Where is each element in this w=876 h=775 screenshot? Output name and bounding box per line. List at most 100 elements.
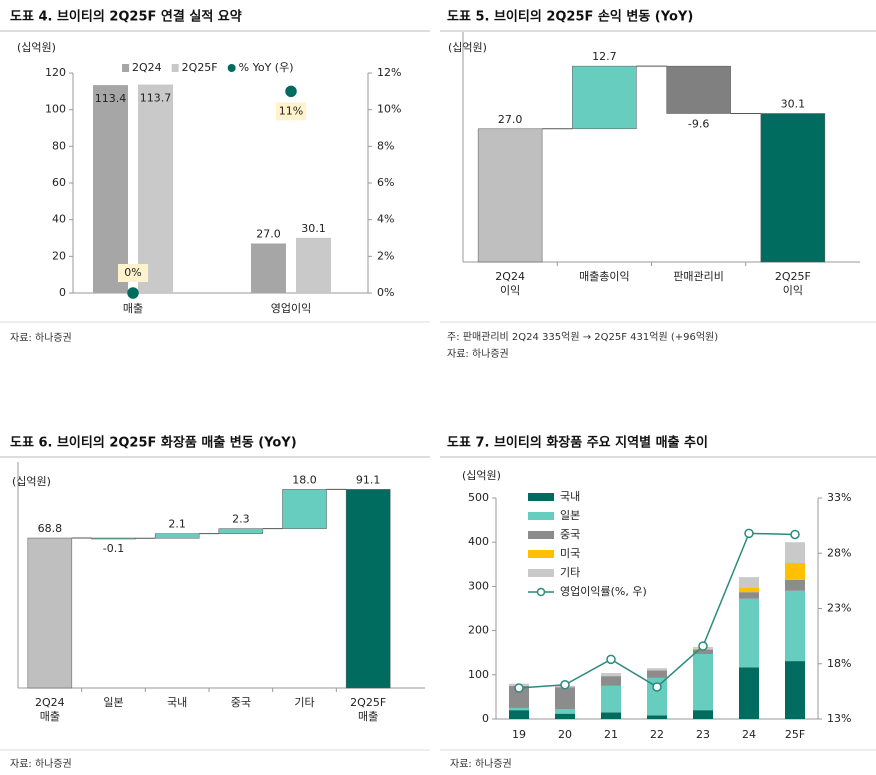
legend-marker (528, 512, 554, 520)
legend-marker (122, 64, 129, 72)
legend-label: 중국 (560, 528, 580, 541)
value-label: 27.0 (256, 228, 281, 241)
bar (509, 710, 529, 719)
x-tick-label: 중국 (231, 696, 251, 709)
value-label: -0.1 (103, 542, 124, 555)
bar (572, 65, 637, 130)
footnote: 주: 판매관리비 2Q24 335억원 → 2Q25F 431억원 (+96억원… (447, 331, 718, 343)
unit-label: (십억원) (17, 41, 56, 54)
chart-title: 도표 7. 브이티의 화장품 주요 지역별 매출 추이 (447, 435, 708, 451)
point (744, 528, 754, 539)
x-tick-label: 기타 (294, 696, 314, 709)
bar (509, 685, 529, 708)
point (790, 529, 800, 540)
bar (647, 668, 667, 671)
y2-tick-label: 23% (827, 602, 851, 615)
y2-tick-label: 18% (827, 657, 851, 670)
bar (785, 562, 805, 580)
x-tick-label: 일본 (103, 695, 123, 709)
x-tick-label: 영업이익 (271, 302, 311, 315)
bar (739, 598, 759, 668)
bar (27, 537, 73, 689)
bar (93, 85, 128, 293)
y2-tick-label: 2% (377, 249, 394, 262)
value-label: 2.3 (232, 513, 250, 526)
value-label: 113.4 (95, 92, 127, 105)
y2-tick-label: 4% (377, 213, 394, 226)
value-label: 68.8 (38, 522, 63, 535)
y-tick-label: 80 (52, 139, 66, 152)
y-tick-label: 400 (468, 535, 489, 548)
point (514, 683, 524, 693)
x-tick-label: 24 (742, 728, 756, 741)
x-tick-label: 20 (558, 728, 572, 741)
y-tick-label: 300 (468, 579, 489, 592)
bar (693, 710, 713, 719)
point (560, 679, 570, 690)
y-tick-label: 500 (468, 491, 489, 504)
label-box (118, 264, 148, 282)
point (285, 85, 297, 98)
bar (218, 528, 264, 534)
y2-tick-label: 33% (827, 491, 851, 504)
bar (601, 685, 621, 713)
bar (785, 590, 805, 662)
legend-label: % YoY (우) (239, 61, 294, 74)
x-tick-label: 25F (785, 728, 805, 741)
bar (555, 713, 575, 719)
bar (154, 533, 200, 539)
bar (760, 113, 826, 263)
x-tick-label: 21 (604, 728, 618, 741)
x-tick-label: 국내 (167, 696, 187, 709)
point (652, 682, 662, 692)
bar (282, 489, 327, 529)
chart-title: 도표 5. 브이티의 2Q25F 손익 변동 (YoY) (447, 9, 693, 25)
y2-tick-label: 12% (377, 66, 401, 79)
value-label: 30.1 (301, 222, 326, 235)
y-tick-label: 200 (468, 624, 489, 637)
source: 자료: 하나증권 (10, 331, 72, 344)
legend-label: 2Q24 (132, 61, 162, 74)
y-tick-label: 0 (482, 712, 489, 725)
legend-label: 일본 (560, 508, 580, 522)
value-label: -9.6 (688, 118, 709, 131)
label-box (276, 102, 306, 121)
bar (251, 243, 286, 293)
source: 자료: 하나증권 (10, 757, 72, 770)
chart-title: 도표 6. 브이티의 2Q25F 화장품 매출 변동 (YoY) (10, 435, 297, 451)
x-tick-label: 2Q24 매출 (35, 696, 65, 723)
y2-tick-label: 6% (377, 176, 394, 189)
value-label: 2.1 (168, 518, 186, 531)
y2-tick-label: 28% (827, 546, 851, 559)
value-label: 12.7 (592, 50, 617, 63)
bar (477, 128, 543, 263)
y-tick-label: 40 (52, 213, 66, 226)
x-tick-label: 23 (696, 728, 710, 741)
y-tick-label: 100 (45, 103, 66, 116)
x-tick-label: 매출 (123, 302, 143, 315)
point (698, 641, 708, 651)
bar (555, 687, 575, 710)
legend-label: 국내 (560, 490, 580, 503)
y2-tick-label: 13% (827, 712, 851, 725)
bar (647, 715, 667, 719)
bar (739, 577, 759, 588)
bar (647, 670, 667, 678)
value-label: 18.0 (292, 473, 317, 486)
legend-label: 영업이익률(%, 우) (560, 585, 647, 598)
point (127, 287, 139, 299)
legend-marker (171, 64, 179, 72)
x-tick-label: 2Q25F 매출 (350, 696, 386, 723)
x-tick-label: 22 (650, 728, 664, 741)
bar (555, 709, 575, 714)
bar (601, 712, 621, 719)
bar (693, 649, 713, 655)
value-label: 91.1 (356, 473, 381, 486)
legend-label: 미국 (560, 547, 580, 560)
bar (785, 661, 805, 719)
y2-tick-label: 0% (377, 286, 394, 299)
value-label: 0% (124, 266, 141, 279)
point (606, 654, 616, 665)
unit-label: (십억원) (12, 475, 51, 488)
